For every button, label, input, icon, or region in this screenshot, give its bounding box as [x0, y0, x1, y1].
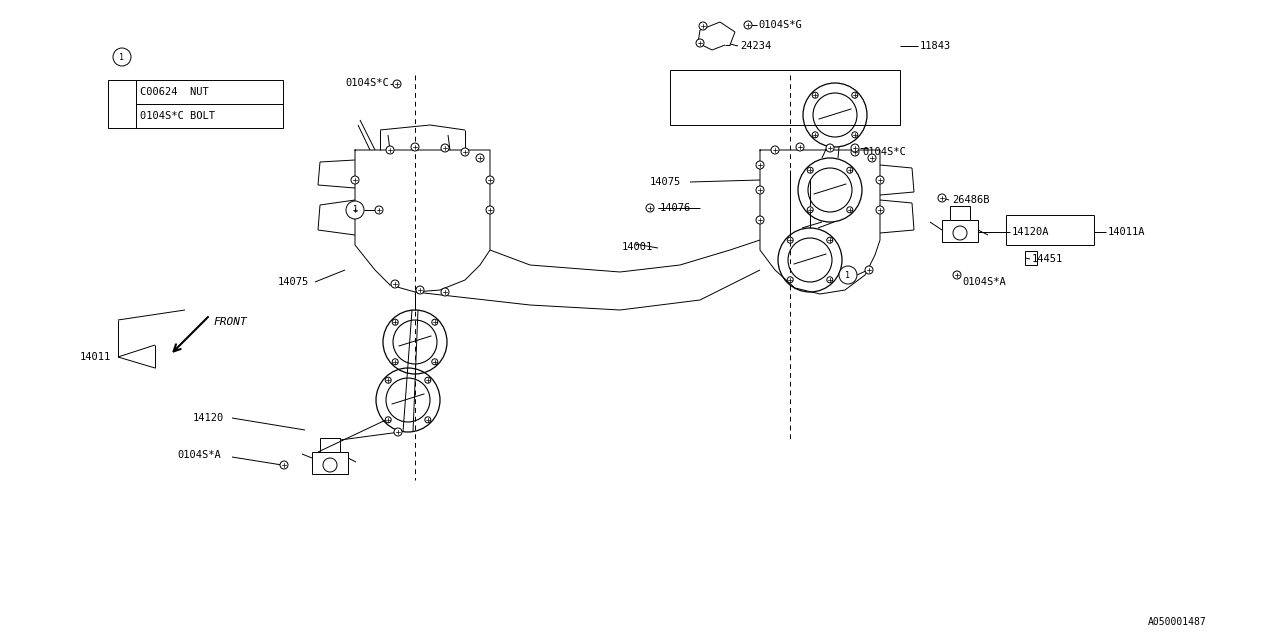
- Text: C00624  NUT: C00624 NUT: [140, 87, 209, 97]
- Circle shape: [827, 276, 833, 283]
- Text: 14120A: 14120A: [1012, 227, 1050, 237]
- Circle shape: [385, 417, 392, 423]
- Circle shape: [461, 148, 468, 156]
- Bar: [669, 70, 900, 125]
- Bar: [108, 80, 283, 128]
- Text: 24234: 24234: [740, 41, 772, 51]
- Text: 0104S*C: 0104S*C: [861, 147, 906, 157]
- Text: 1: 1: [119, 52, 124, 61]
- Circle shape: [425, 417, 431, 423]
- Text: 26486B: 26486B: [952, 195, 989, 205]
- Circle shape: [431, 319, 438, 325]
- Text: 0104S*G: 0104S*G: [758, 20, 801, 30]
- Circle shape: [392, 359, 398, 365]
- Circle shape: [646, 204, 654, 212]
- Text: 0104S*A: 0104S*A: [963, 277, 1006, 287]
- Circle shape: [796, 143, 804, 151]
- Text: 0104S*C: 0104S*C: [346, 78, 389, 88]
- Circle shape: [808, 207, 813, 212]
- Circle shape: [375, 206, 383, 214]
- Text: 1: 1: [846, 271, 850, 280]
- Circle shape: [411, 143, 419, 151]
- Text: 14011A: 14011A: [1108, 227, 1146, 237]
- Circle shape: [486, 206, 494, 214]
- Circle shape: [385, 377, 392, 383]
- Bar: [950, 206, 970, 220]
- Circle shape: [351, 206, 358, 214]
- Text: 14076: 14076: [660, 203, 691, 213]
- Circle shape: [954, 271, 961, 279]
- Circle shape: [876, 176, 884, 184]
- Circle shape: [851, 144, 859, 152]
- Circle shape: [486, 176, 494, 184]
- Circle shape: [938, 194, 946, 202]
- Bar: [312, 452, 348, 474]
- Text: FRONT: FRONT: [212, 317, 247, 327]
- Circle shape: [787, 237, 794, 243]
- Circle shape: [876, 206, 884, 214]
- Text: 0104S*C BOLT: 0104S*C BOLT: [140, 111, 215, 121]
- Circle shape: [827, 237, 833, 243]
- Circle shape: [847, 207, 852, 212]
- Circle shape: [847, 167, 852, 173]
- Text: 14120: 14120: [193, 413, 224, 423]
- Text: 14001: 14001: [622, 242, 653, 252]
- Text: 11843: 11843: [920, 41, 951, 51]
- Circle shape: [699, 22, 707, 30]
- Circle shape: [756, 161, 764, 169]
- Bar: [1025, 251, 1037, 265]
- Circle shape: [826, 144, 835, 152]
- Circle shape: [813, 92, 818, 98]
- Text: 14075: 14075: [650, 177, 681, 187]
- Circle shape: [476, 154, 484, 162]
- Circle shape: [744, 21, 753, 29]
- Circle shape: [431, 359, 438, 365]
- Bar: [320, 438, 340, 452]
- Circle shape: [425, 377, 431, 383]
- Text: 0104S*A: 0104S*A: [177, 450, 220, 460]
- Circle shape: [394, 428, 402, 436]
- Text: 1: 1: [352, 205, 357, 214]
- Circle shape: [387, 146, 394, 154]
- Circle shape: [416, 286, 424, 294]
- Circle shape: [868, 154, 876, 162]
- Text: A050001487: A050001487: [1148, 617, 1207, 627]
- Text: 14011: 14011: [79, 352, 111, 362]
- Circle shape: [392, 319, 398, 325]
- Circle shape: [442, 288, 449, 296]
- Circle shape: [756, 216, 764, 224]
- Circle shape: [813, 132, 818, 138]
- Circle shape: [346, 201, 364, 219]
- Circle shape: [280, 461, 288, 469]
- Circle shape: [838, 266, 858, 284]
- Circle shape: [756, 186, 764, 194]
- Bar: [942, 220, 978, 242]
- Circle shape: [696, 39, 704, 47]
- Text: 14451: 14451: [1032, 254, 1064, 264]
- Circle shape: [808, 167, 813, 173]
- Circle shape: [771, 146, 780, 154]
- Circle shape: [851, 92, 858, 98]
- Circle shape: [390, 280, 399, 288]
- Circle shape: [787, 276, 794, 283]
- Circle shape: [851, 132, 858, 138]
- Circle shape: [113, 48, 131, 66]
- Circle shape: [851, 148, 859, 156]
- Circle shape: [442, 144, 449, 152]
- Circle shape: [393, 80, 401, 88]
- Circle shape: [865, 266, 873, 274]
- Text: 14075: 14075: [278, 277, 310, 287]
- Circle shape: [351, 176, 358, 184]
